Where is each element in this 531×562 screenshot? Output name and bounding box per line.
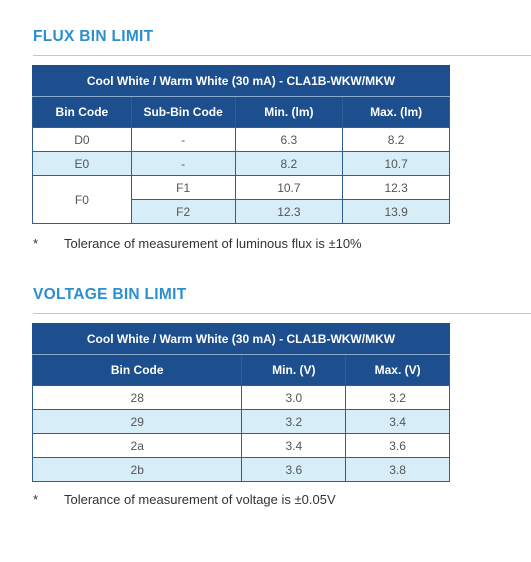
voltage-table-caption: Cool White / Warm White (30 mA) - CLA1B-… (32, 323, 450, 355)
min-cell: 3.6 (241, 457, 347, 482)
voltage-section-rule (33, 313, 531, 314)
table-row: F2 12.3 13.9 (33, 199, 450, 224)
max-cell: 10.7 (342, 151, 450, 176)
table-row: 2a 3.4 3.6 (31, 433, 450, 458)
flux-footnote-text: Tolerance of measurement of luminous flu… (64, 236, 362, 251)
bin-code-cell: 2a (31, 433, 243, 458)
max-cell: 3.6 (345, 433, 450, 458)
flux-header-sub-bin-code: Sub-Bin Code (130, 96, 236, 128)
sub-bin-code-cell: F2 (130, 199, 236, 224)
max-cell: 8.2 (342, 127, 450, 152)
flux-section-rule (33, 55, 531, 56)
max-cell: 3.2 (345, 385, 450, 410)
footnote-marker: * (33, 236, 39, 251)
min-cell: 3.0 (241, 385, 347, 410)
max-cell: 3.8 (345, 457, 450, 482)
min-cell: 3.2 (241, 409, 347, 434)
bin-code-cell: 2b (31, 457, 243, 482)
table-row: 29 3.2 3.4 (31, 409, 450, 434)
min-cell: 10.7 (234, 175, 344, 200)
flux-header-bin-code: Bin Code (32, 96, 132, 128)
bin-code-cell: E0 (32, 151, 132, 176)
flux-table-caption: Cool White / Warm White (30 mA) - CLA1B-… (32, 65, 450, 97)
table-row: D0 - 6.3 8.2 (32, 127, 450, 152)
footnote-marker: * (33, 492, 39, 507)
min-cell: 3.4 (241, 433, 347, 458)
sub-bin-code-cell: F1 (130, 175, 236, 200)
flux-header-max: Max. (lm) (342, 96, 450, 128)
voltage-section-title: VOLTAGE BIN LIMIT (33, 286, 187, 303)
table-row: E0 - 8.2 10.7 (32, 151, 450, 176)
voltage-footnote: * Tolerance of measurement of voltage is … (33, 492, 336, 507)
voltage-header-bin-code: Bin Code (31, 354, 243, 386)
bin-code-cell: 28 (31, 385, 243, 410)
flux-bin-table: Cool White / Warm White (30 mA) - CLA1B-… (32, 65, 450, 224)
max-cell: 12.3 (342, 175, 450, 200)
bin-code-cell: 29 (31, 409, 243, 434)
flux-footnote: * Tolerance of measurement of luminous fl… (33, 236, 362, 251)
min-cell: 6.3 (234, 127, 344, 152)
min-cell: 8.2 (234, 151, 344, 176)
max-cell: 13.9 (342, 199, 450, 224)
table-row: 2b 3.6 3.8 (31, 457, 450, 482)
sub-bin-code-cell: - (130, 127, 236, 152)
bin-code-cell: D0 (32, 127, 132, 152)
flux-section-title: FLUX BIN LIMIT (33, 28, 154, 45)
bin-code-cell: F0 (32, 175, 132, 224)
flux-header-min: Min. (lm) (234, 96, 344, 128)
voltage-header-max: Max. (V) (345, 354, 450, 386)
table-row: F0 F1 10.7 12.3 (32, 175, 450, 224)
voltage-header-min: Min. (V) (241, 354, 347, 386)
voltage-footnote-text: Tolerance of measurement of voltage is ±… (64, 492, 336, 507)
voltage-bin-table: Cool White / Warm White (30 mA) - CLA1B-… (31, 323, 450, 482)
table-row: 28 3.0 3.2 (31, 385, 450, 410)
min-cell: 12.3 (234, 199, 344, 224)
max-cell: 3.4 (345, 409, 450, 434)
sub-bin-code-cell: - (130, 151, 236, 176)
